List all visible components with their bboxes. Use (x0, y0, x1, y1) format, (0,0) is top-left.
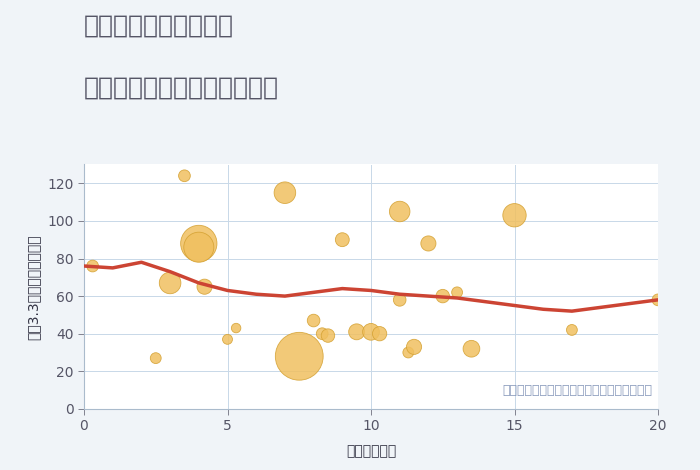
Point (308, 317, 319, 324)
Point (279, 189, 290, 196)
Point (337, 236, 348, 243)
Point (423, 240, 434, 247)
Point (87, 262, 98, 270)
Text: 駅距離別中古マンション価格: 駅距離別中古マンション価格 (84, 75, 279, 99)
Y-axis label: 坪（3.3㎡）単価（万円）: 坪（3.3㎡）単価（万円） (27, 234, 41, 339)
Point (316, 330, 328, 337)
Text: 円の大きさは、取引のあった物件面積を示す: 円の大きさは、取引のあった物件面積を示す (503, 384, 652, 397)
Point (323, 332, 334, 339)
Point (230, 324, 241, 332)
X-axis label: 駅距離（分）: 駅距離（分） (346, 445, 396, 458)
Point (193, 243, 204, 251)
Point (351, 328, 363, 336)
Point (222, 336, 233, 343)
Point (394, 208, 405, 215)
Point (150, 354, 161, 362)
Point (365, 328, 377, 336)
Point (452, 289, 463, 296)
Point (179, 172, 190, 180)
Point (394, 296, 405, 304)
Point (402, 349, 414, 356)
Text: 三重県伊賀市上友田の: 三重県伊賀市上友田の (84, 14, 234, 38)
Point (374, 330, 385, 337)
Point (509, 212, 520, 219)
Point (437, 292, 449, 300)
Point (409, 343, 420, 351)
Point (193, 240, 204, 247)
Point (652, 296, 664, 304)
Point (466, 345, 477, 352)
Point (294, 352, 305, 360)
Point (566, 326, 578, 334)
Point (164, 279, 176, 287)
Point (199, 283, 210, 290)
